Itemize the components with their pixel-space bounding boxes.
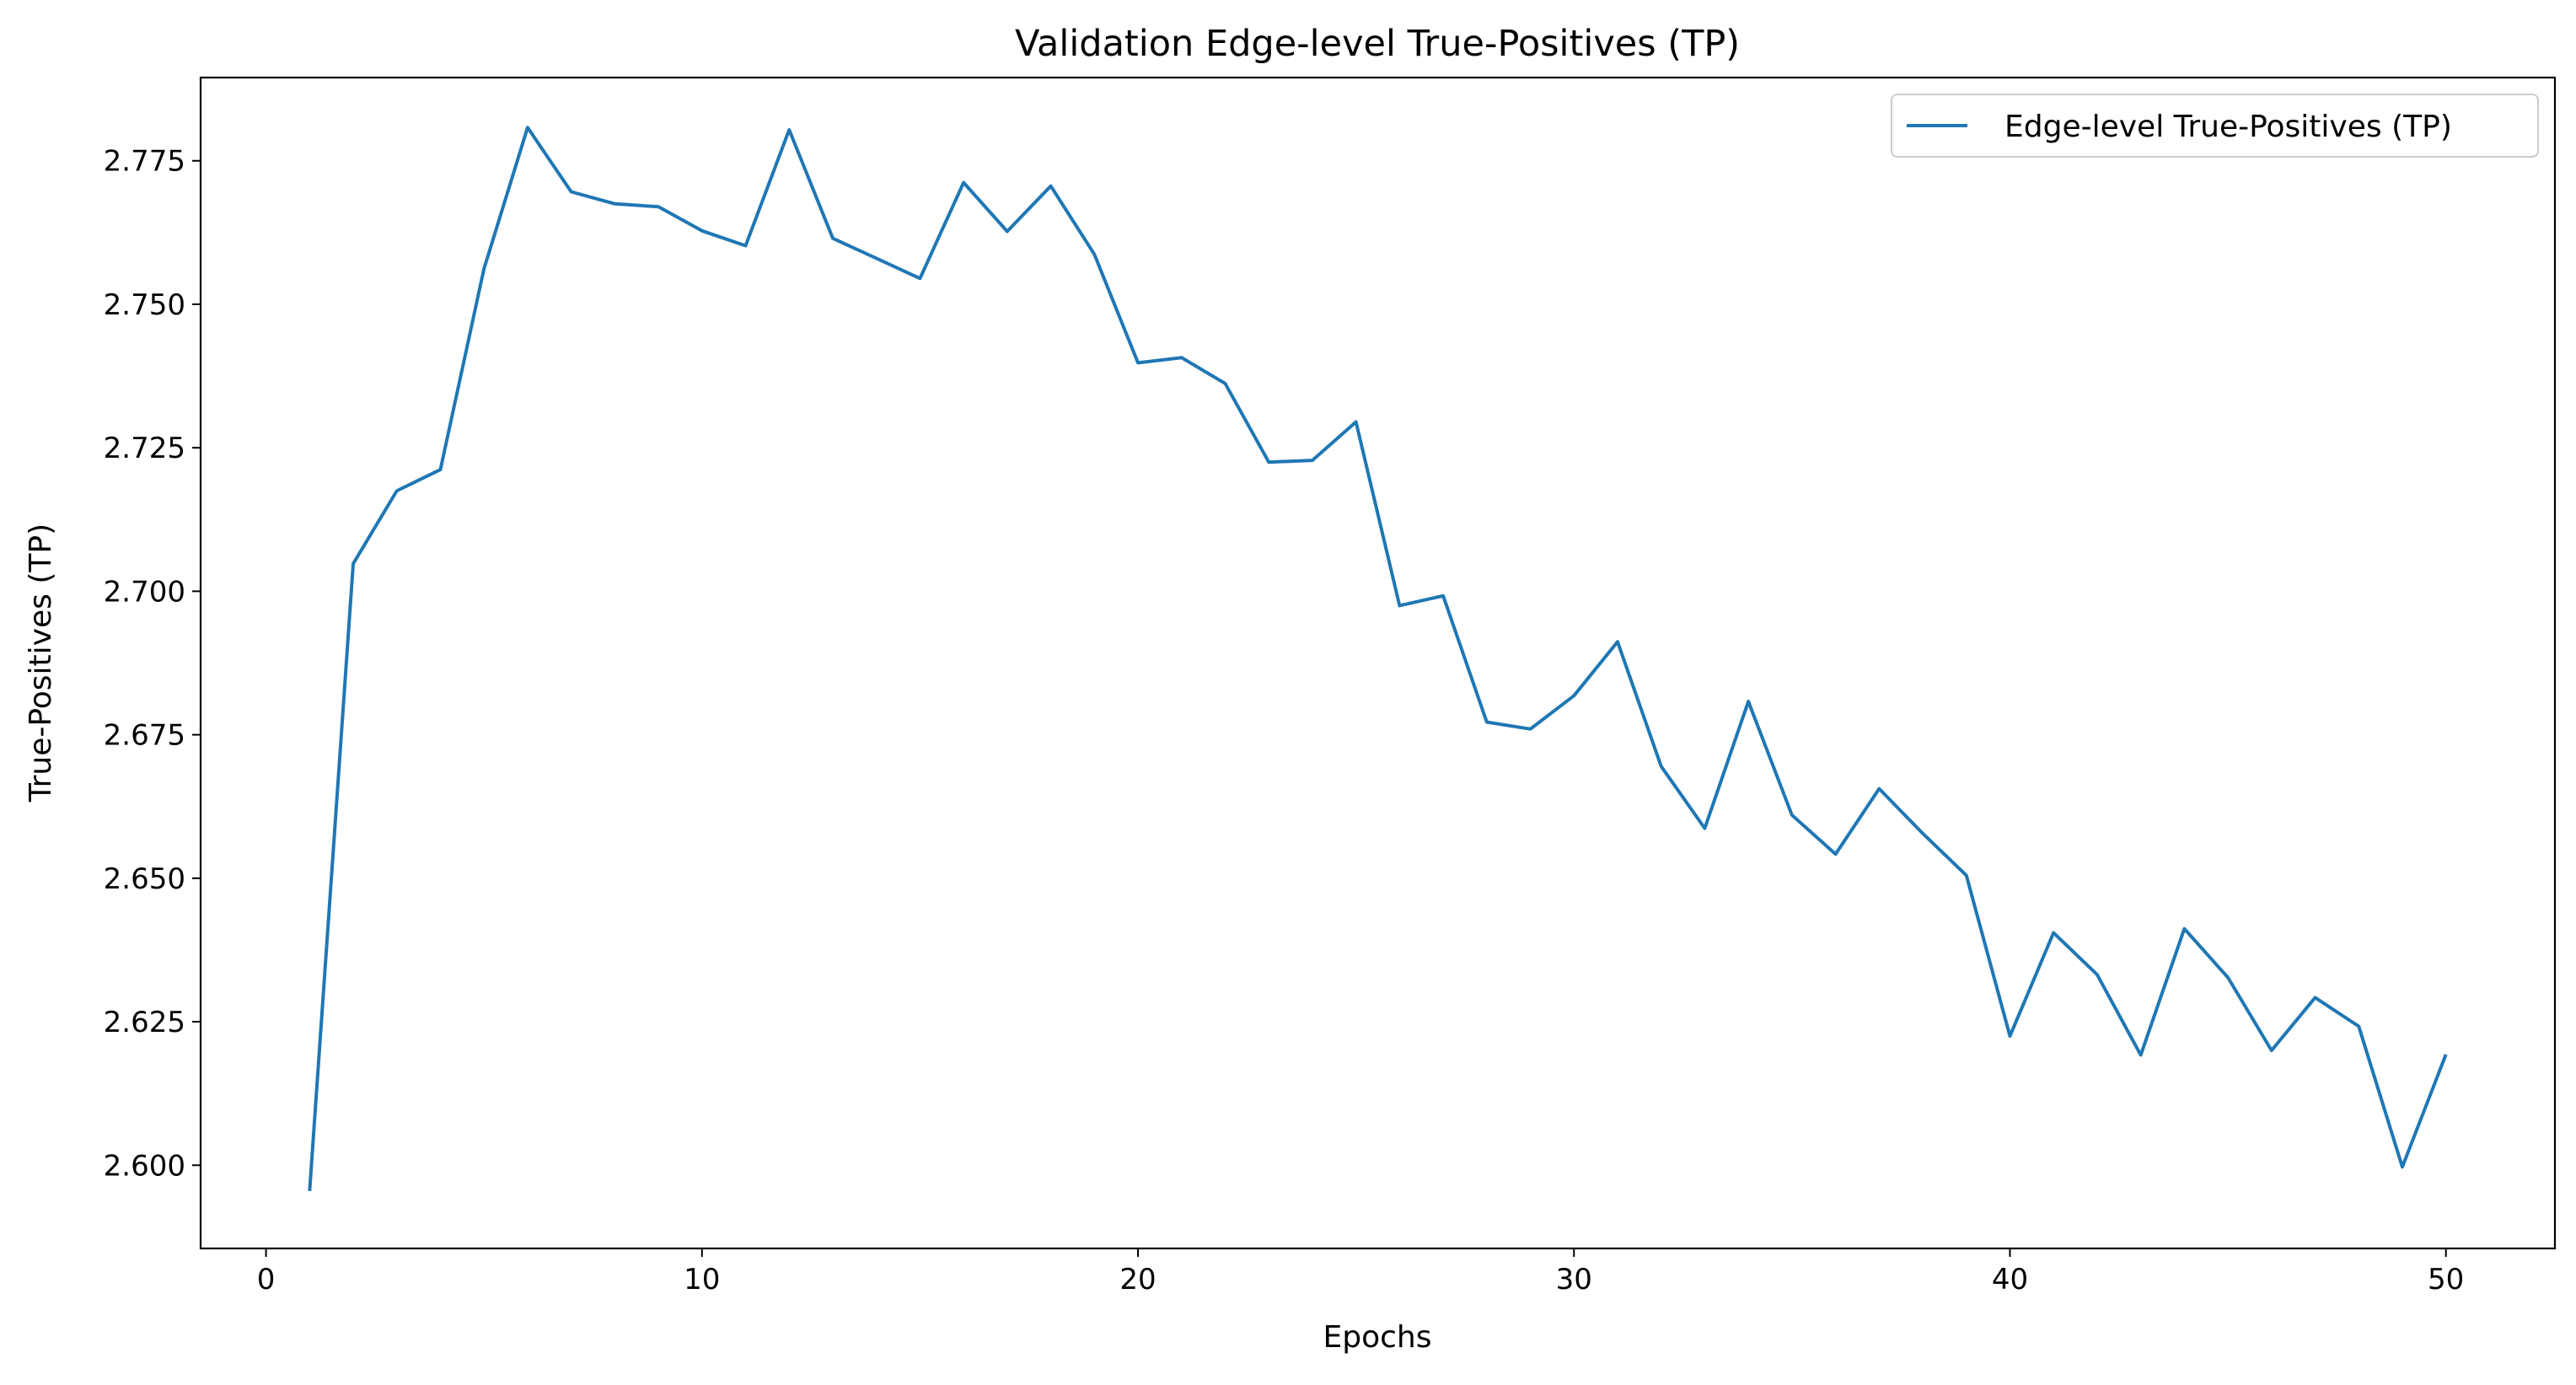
x-tick-label: 10 xyxy=(684,1263,720,1296)
series-line-edge-level-tp xyxy=(309,127,2445,1191)
x-tick-label: 40 xyxy=(1992,1263,2028,1296)
legend-label-edge-level-tp: Edge-level True-Positives (TP) xyxy=(2004,110,2452,144)
x-tick-label: 30 xyxy=(1556,1263,1592,1296)
y-tick-label: 2.600 xyxy=(104,1149,185,1183)
x-axis-label: Epochs xyxy=(1323,1320,1432,1355)
y-tick-label: 2.675 xyxy=(104,719,185,753)
y-tick-label: 2.725 xyxy=(104,432,185,465)
x-tick-label: 50 xyxy=(2428,1263,2464,1296)
plot-area-frame xyxy=(201,78,2555,1248)
x-tick-label: 20 xyxy=(1119,1263,1156,1296)
y-tick-label: 2.700 xyxy=(104,575,185,609)
y-tick-label: 2.775 xyxy=(104,145,185,179)
x-tick-label: 0 xyxy=(257,1263,276,1296)
chart-title: Validation Edge-level True-Positives (TP… xyxy=(1015,23,1740,65)
y-tick-label: 2.625 xyxy=(104,1006,185,1039)
y-axis-label: True-Positives (TP) xyxy=(24,523,58,803)
series-layer xyxy=(309,127,2445,1191)
x-axis-ticks: 0 10 20 30 40 50 xyxy=(257,1248,2465,1296)
y-tick-label: 2.750 xyxy=(104,288,185,322)
y-axis-ticks: 2.600 2.625 2.650 2.675 2.700 2.725 2.750 2.775 xyxy=(104,145,201,1184)
y-tick-label: 2.650 xyxy=(104,862,185,896)
legend: Edge-level True-Positives (TP) xyxy=(1892,94,2538,157)
